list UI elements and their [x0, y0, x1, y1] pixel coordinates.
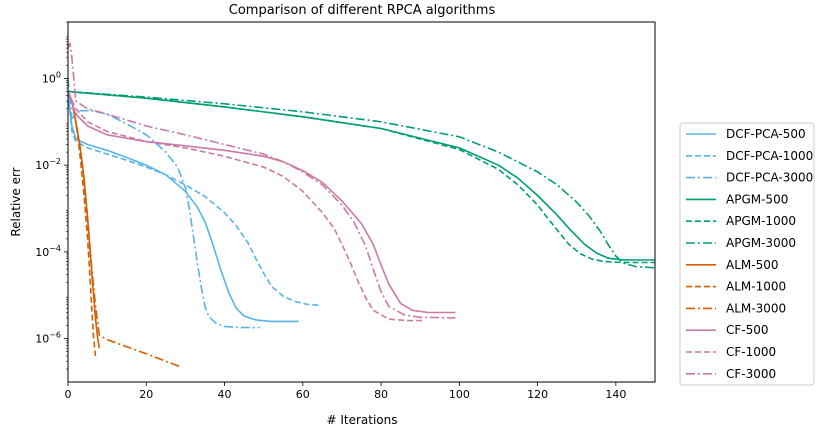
series-line-2 [68, 78, 260, 329]
x-axis-label: # Iterations [326, 413, 397, 427]
series-line-0 [68, 95, 299, 323]
x-tick-label: 60 [296, 388, 310, 401]
x-tick-label: 80 [374, 388, 388, 401]
x-tick-label: 120 [527, 388, 548, 401]
series-line-10 [68, 91, 425, 322]
x-tick-label: 0 [65, 388, 72, 401]
y-tick-label: 100 [42, 70, 61, 85]
x-tick-label: 100 [449, 388, 470, 401]
series-line-8 [68, 91, 182, 368]
legend-label: APGM-3000 [726, 236, 796, 250]
legend-label: ALM-1000 [726, 280, 786, 294]
legend-label: CF-3000 [726, 367, 776, 381]
x-axis-ticks: 0 20 40 60 80 100 120 140 [65, 382, 626, 401]
legend-label: DCF-PCA-500 [726, 127, 806, 141]
x-tick-label: 40 [218, 388, 232, 401]
series-line-4 [68, 90, 655, 264]
series-line-11 [68, 42, 456, 319]
y-axis-label: Relative err [9, 167, 23, 236]
series-line-1 [68, 91, 319, 306]
plot-lines [68, 42, 655, 368]
legend-label: CF-500 [726, 323, 769, 337]
x-tick-label: 20 [139, 388, 153, 401]
legend-label: APGM-1000 [726, 214, 796, 228]
legend: DCF-PCA-500 DCF-PCA-1000 DCF-PCA-3000 APGM-… [679, 122, 815, 386]
legend-label: ALM-500 [726, 258, 778, 272]
legend-label: APGM-500 [726, 192, 788, 206]
y-tick-label: 10−6 [35, 331, 61, 346]
series-line-3 [68, 90, 655, 261]
y-tick-label: 10−2 [35, 157, 61, 172]
legend-label: DCF-PCA-1000 [726, 149, 813, 163]
chart-title: Comparison of different RPCA algorithms [229, 3, 496, 18]
legend-frame [679, 122, 815, 386]
legend-label: CF-1000 [726, 345, 776, 359]
plot-frame [67, 21, 656, 383]
x-tick-label: 140 [605, 388, 626, 401]
y-axis-ticks: 100 10−2 10−4 10−6 [35, 21, 68, 370]
legend-label: ALM-3000 [726, 301, 786, 315]
series-line-9 [68, 91, 456, 314]
legend-label: DCF-PCA-3000 [726, 171, 813, 185]
series-line-5 [68, 90, 655, 269]
y-tick-label: 10−4 [35, 244, 61, 259]
